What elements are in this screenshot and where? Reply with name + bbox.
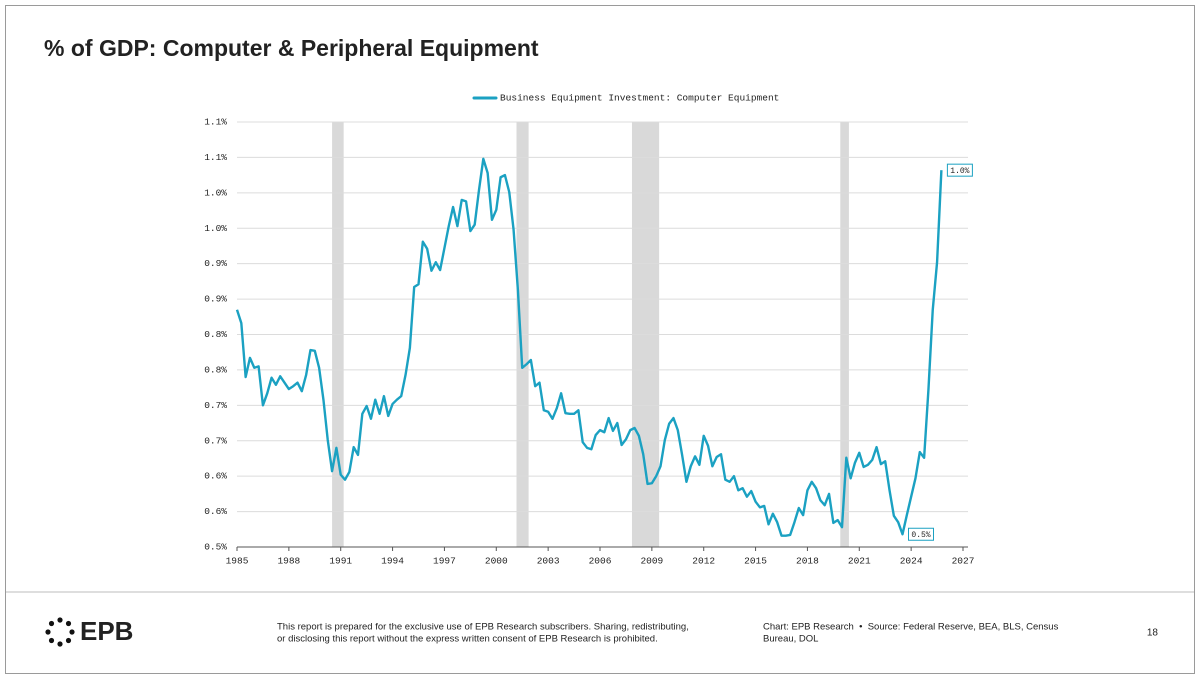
x-tick-label: 2024 xyxy=(900,556,923,567)
y-tick-label: 1.1% xyxy=(204,117,227,128)
disclaimer-line: This report is prepared for the exclusiv… xyxy=(277,622,689,633)
y-tick-label: 0.5% xyxy=(204,542,227,553)
x-tick-label: 1991 xyxy=(329,556,352,567)
legend-label: Business Equipment Investment: Computer … xyxy=(500,93,779,104)
y-tick-label: 1.0% xyxy=(204,223,227,234)
y-tick-label: 1.0% xyxy=(204,187,227,198)
annotation-label: 1.0% xyxy=(950,167,969,176)
data-line xyxy=(235,157,943,537)
page-number: 18 xyxy=(1147,628,1159,639)
y-tick-label: 0.7% xyxy=(204,435,227,446)
x-tick-label: 2027 xyxy=(952,556,975,567)
source-line: Bureau, DOL xyxy=(763,634,818,645)
y-tick-label: 1.1% xyxy=(204,152,227,163)
slide-frame xyxy=(5,5,1195,674)
x-tick-label: 2000 xyxy=(485,556,508,567)
x-tick-label: 1985 xyxy=(226,556,249,567)
x-tick-label: 2015 xyxy=(744,556,767,567)
y-tick-label: 0.8% xyxy=(204,329,227,340)
source-line: Chart: EPB Research • Source: Federal Re… xyxy=(763,622,1059,633)
chart-title: % of GDP: Computer & Peripheral Equipmen… xyxy=(44,35,539,61)
x-tick-label: 2018 xyxy=(796,556,819,567)
x-tick-label: 1994 xyxy=(381,556,404,567)
y-tick-label: 0.7% xyxy=(204,400,227,411)
x-tick-label: 1997 xyxy=(433,556,456,567)
y-tick-label: 0.9% xyxy=(204,294,227,305)
x-tick-label: 2009 xyxy=(640,556,663,567)
y-tick-label: 0.6% xyxy=(204,506,227,517)
x-tick-label: 2006 xyxy=(589,556,612,567)
annotation: 0.5% xyxy=(908,527,934,541)
annotation: 1.0% xyxy=(946,163,973,177)
logo-icon xyxy=(45,617,75,647)
annotation-label: 0.5% xyxy=(911,531,930,540)
annotation-box xyxy=(908,527,934,541)
x-tick-label: 2003 xyxy=(537,556,560,567)
annotation-box xyxy=(946,163,973,177)
brand: EPB xyxy=(80,616,133,646)
y-tick-label: 0.9% xyxy=(204,258,227,269)
x-tick-label: 2012 xyxy=(692,556,715,567)
y-tick-label: 0.6% xyxy=(204,471,227,482)
disclaimer-line: or disclosing this report without the ex… xyxy=(277,634,658,645)
y-tick-label: 0.8% xyxy=(204,364,227,375)
x-tick-label: 1988 xyxy=(277,556,300,567)
x-tick-label: 2021 xyxy=(848,556,871,567)
